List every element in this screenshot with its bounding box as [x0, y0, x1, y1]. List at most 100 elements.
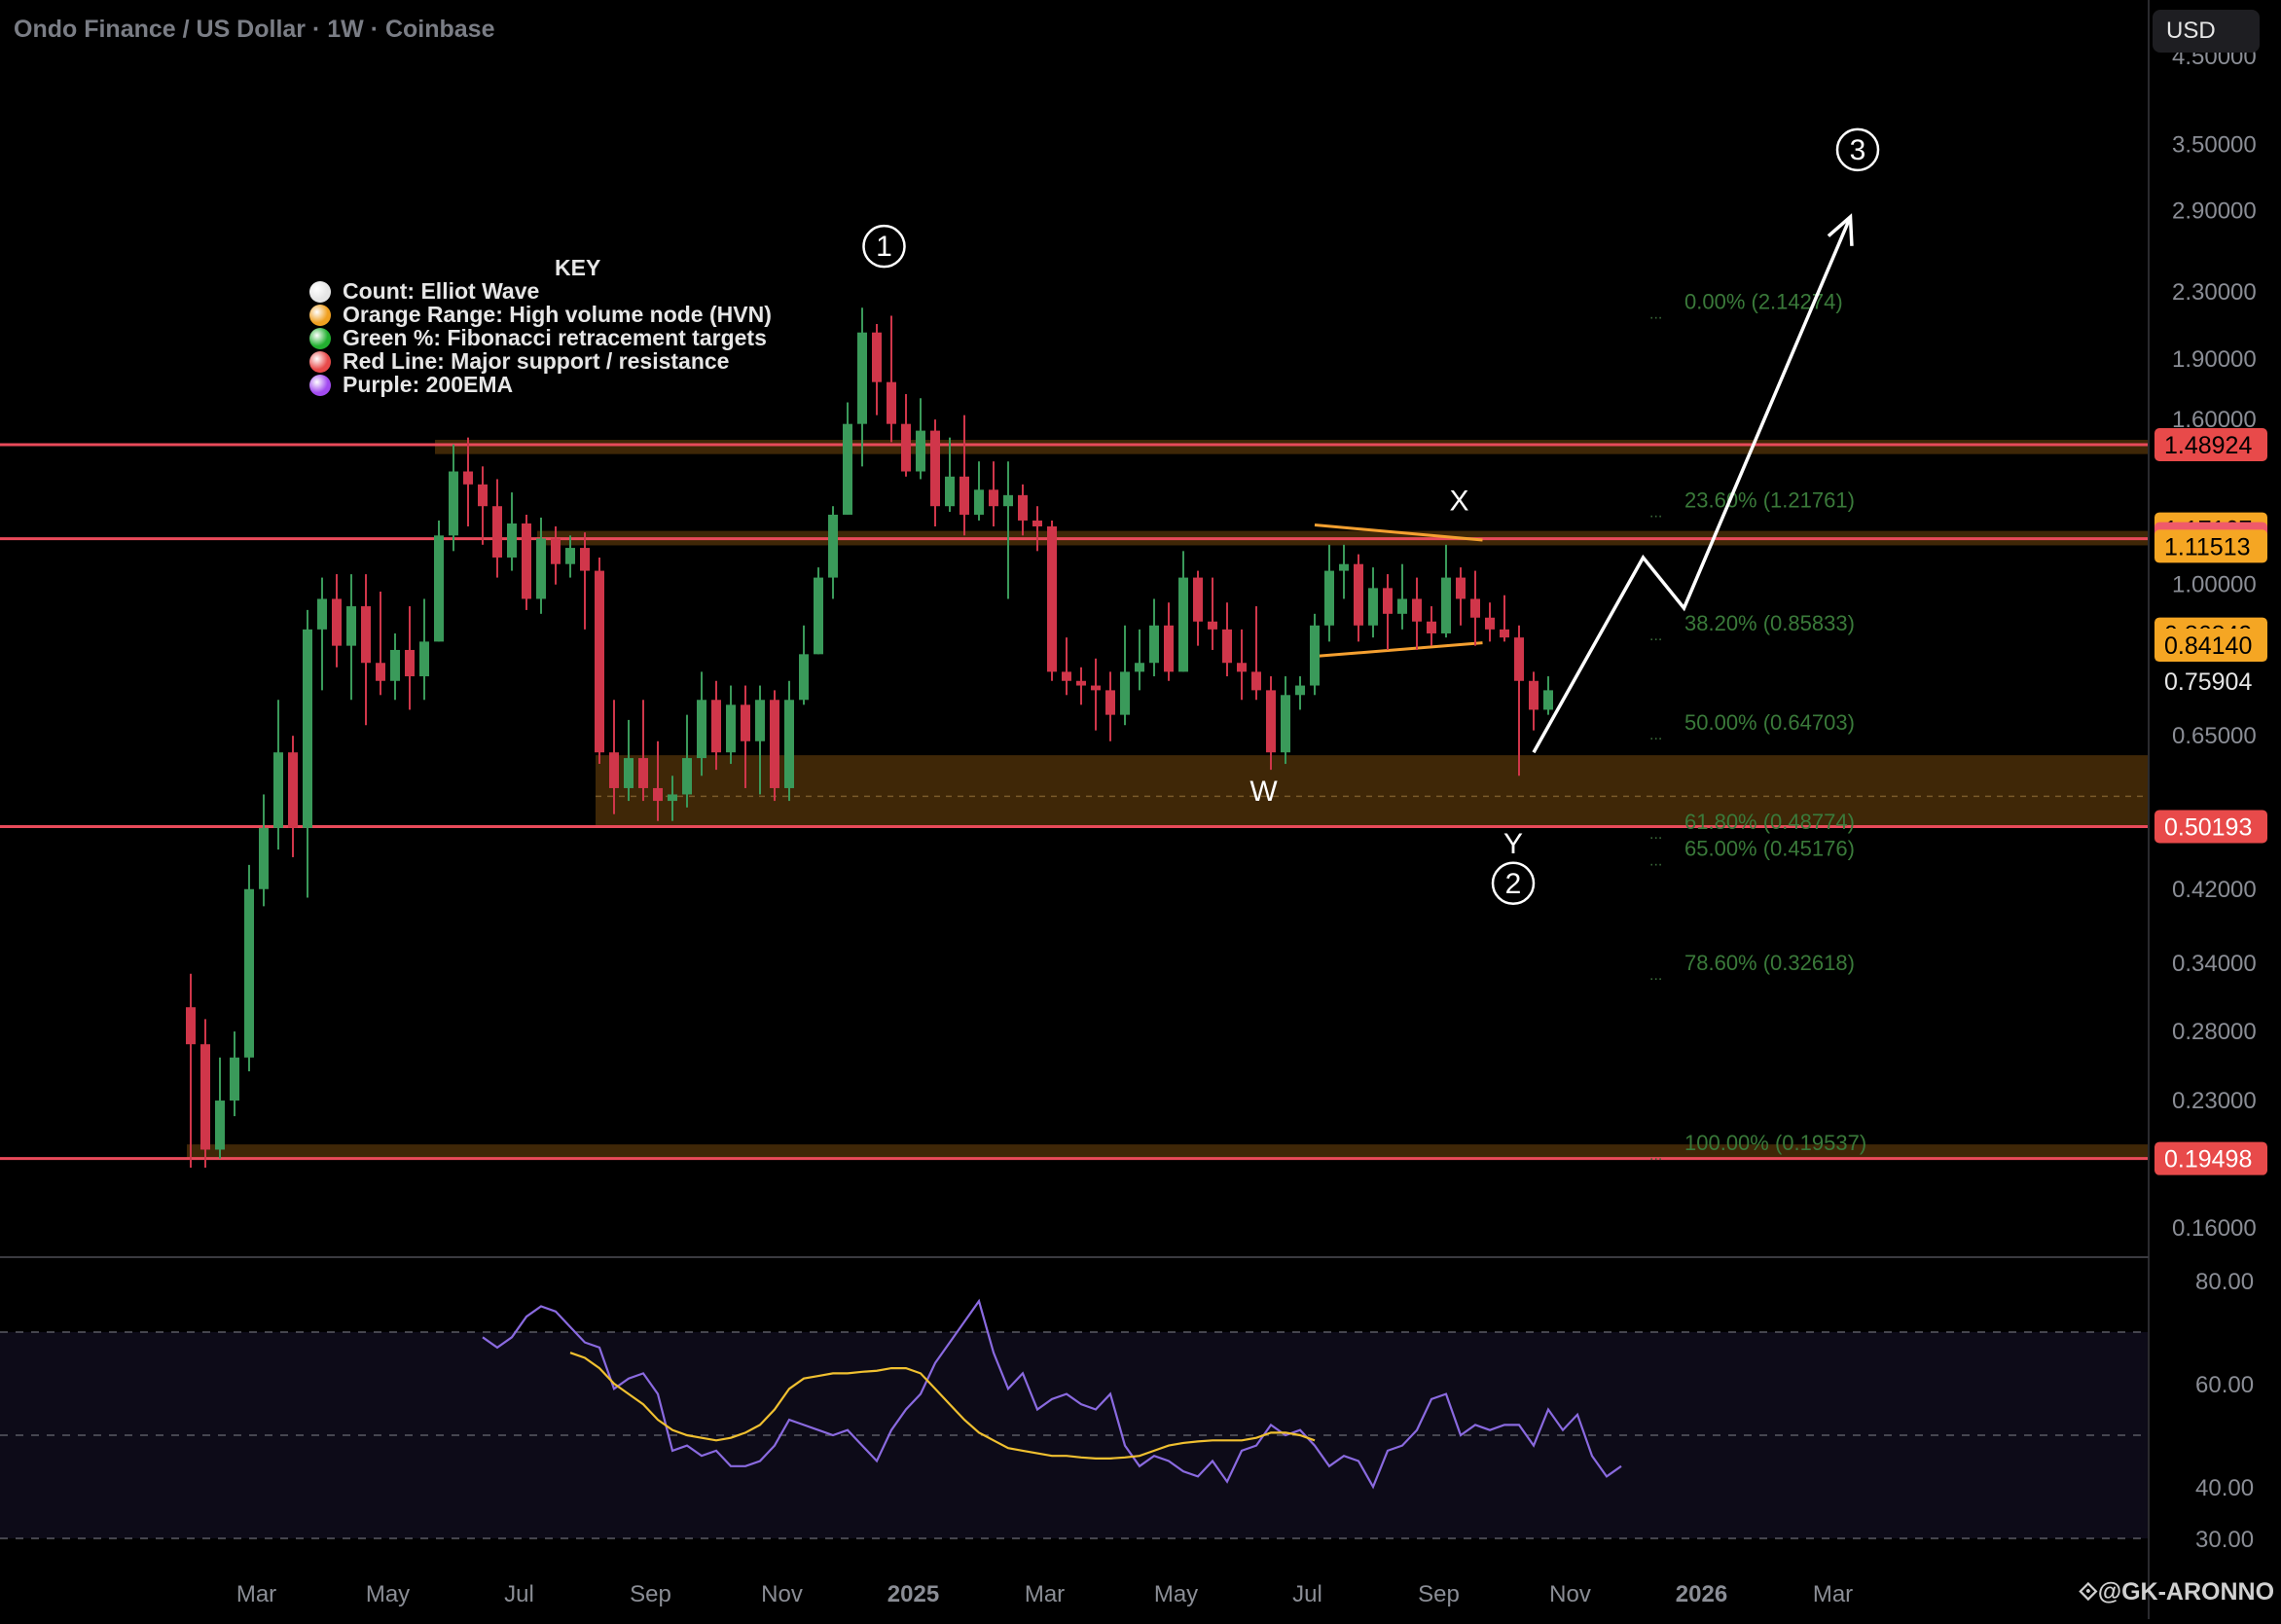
fib-level-label: 78.60% (0.32618)	[1684, 951, 1855, 975]
candle-body	[1032, 520, 1042, 527]
arrowhead-icon	[1827, 213, 1854, 246]
fib-level-label: 23.60% (1.21761)	[1684, 488, 1855, 513]
price-label-badge	[2154, 428, 2267, 462]
candle-body	[828, 514, 838, 578]
rsi-line	[482, 1298, 1622, 1490]
candle-body	[551, 538, 561, 564]
candle-body	[1281, 695, 1290, 753]
candle-body	[1062, 671, 1071, 681]
price-label-badge	[2154, 529, 2267, 563]
watermark-text: @GK-ARONNO	[2097, 1578, 2275, 1606]
candle-body	[755, 700, 765, 741]
elliott-wave-label: 1	[876, 231, 892, 263]
candle-body	[434, 535, 444, 642]
price-label-badge	[2154, 629, 2267, 663]
candle-body	[1091, 685, 1101, 691]
candle-body	[843, 423, 852, 515]
fib-level-dots: ...	[1649, 967, 1662, 984]
fib-level-label: 50.00% (0.64703)	[1684, 710, 1855, 735]
candle-body	[770, 700, 779, 788]
candle-body	[230, 1057, 239, 1101]
fib-level-dots: ...	[1649, 826, 1662, 843]
price-tick-label: 0.28000	[2172, 1019, 2257, 1045]
legend-title: KEY	[555, 255, 601, 280]
time-tick-label: May	[1154, 1581, 1198, 1607]
price-tick-label: 0.65000	[2172, 723, 2257, 749]
candle-body	[273, 752, 283, 828]
legend-dot-purple	[309, 375, 331, 396]
time-tick-label: Sep	[1418, 1581, 1460, 1607]
legend-label: Count: Elliot Wave	[343, 278, 540, 304]
legend-label: Red Line: Major support / resistance	[343, 348, 730, 374]
candle-body	[565, 548, 575, 564]
candle-body	[682, 758, 692, 795]
candle-body	[872, 332, 882, 382]
fib-level-dots: ...	[1649, 505, 1662, 522]
currency-button[interactable]: USD	[2153, 10, 2260, 53]
candle-body	[346, 606, 356, 646]
candle-body	[1047, 526, 1057, 672]
hvn-zone	[435, 440, 2149, 454]
time-tick-label: 2026	[1676, 1581, 1727, 1607]
price-label-text: 1.48924	[2164, 432, 2252, 459]
candle-body	[1135, 663, 1144, 672]
candle-body	[1237, 663, 1247, 672]
elliott-wave-label: 2	[1505, 868, 1522, 900]
candle-body	[1120, 671, 1130, 715]
candle-body	[215, 1101, 225, 1150]
time-tick-label: May	[366, 1581, 410, 1607]
legend-item-sr: Red Line: Major support / resistance	[309, 348, 729, 375]
price-label-text: 0.84140	[2164, 632, 2252, 660]
elliott-wave-label: X	[1449, 485, 1468, 517]
fib-level-dots: ...	[1649, 628, 1662, 644]
fib-level-dots: ...	[1649, 307, 1662, 323]
fib-level-dots: ...	[1649, 852, 1662, 869]
triangle-trendline	[1314, 641, 1483, 659]
fib-level-label: 61.80% (0.48774)	[1684, 810, 1855, 834]
candle-body	[784, 700, 794, 788]
price-tick-label: 3.50000	[2172, 132, 2257, 159]
candle-body	[814, 577, 823, 655]
price-tick-label: 2.30000	[2172, 279, 2257, 306]
candle-body	[887, 381, 896, 424]
candle-body	[945, 476, 955, 507]
fib-level-label: 38.20% (0.85833)	[1684, 611, 1855, 635]
chart-title: Ondo Finance / US Dollar · 1W · Coinbase	[14, 16, 495, 43]
author-watermark: ⟐@GK-ARONNO	[2079, 1578, 2274, 1606]
candle-body	[1543, 690, 1553, 710]
candle-body	[1368, 588, 1378, 626]
fib-level-dots: ...	[1649, 727, 1662, 743]
price-tick-label: 0.16000	[2172, 1215, 2257, 1242]
price-tick-label: 0.42000	[2172, 877, 2257, 903]
candle-body	[638, 758, 648, 788]
candle-body	[1514, 637, 1524, 681]
candle-body	[405, 649, 415, 677]
candle-body	[1456, 577, 1466, 599]
wave-circle	[1835, 127, 1880, 172]
legend-dot-orange	[309, 305, 331, 326]
candle-body	[507, 523, 517, 558]
hvn-zone	[187, 1144, 2149, 1159]
time-tick-label: Mar	[236, 1581, 276, 1607]
candle-body	[288, 752, 298, 828]
candle-body	[259, 827, 269, 889]
candle-body	[478, 484, 488, 507]
candle-body	[1383, 588, 1393, 614]
rsi-tick-label: 30.00	[2195, 1527, 2254, 1553]
triangle-trendline	[1314, 523, 1483, 542]
candle-body	[1324, 570, 1334, 626]
candle-body	[200, 1044, 210, 1150]
time-tick-label: Mar	[1025, 1581, 1065, 1607]
price-label-text: 0.50193	[2164, 813, 2252, 841]
candle-body	[668, 794, 677, 802]
fib-level-dots: ...	[1649, 1147, 1662, 1164]
price-label-badge	[2154, 810, 2267, 844]
candle-body	[1178, 577, 1188, 672]
candle-body	[1295, 685, 1305, 696]
candle-body	[449, 471, 458, 536]
rsi-tick-label: 60.00	[2195, 1372, 2254, 1398]
candle-body	[1105, 690, 1115, 715]
candle-body	[799, 654, 809, 701]
